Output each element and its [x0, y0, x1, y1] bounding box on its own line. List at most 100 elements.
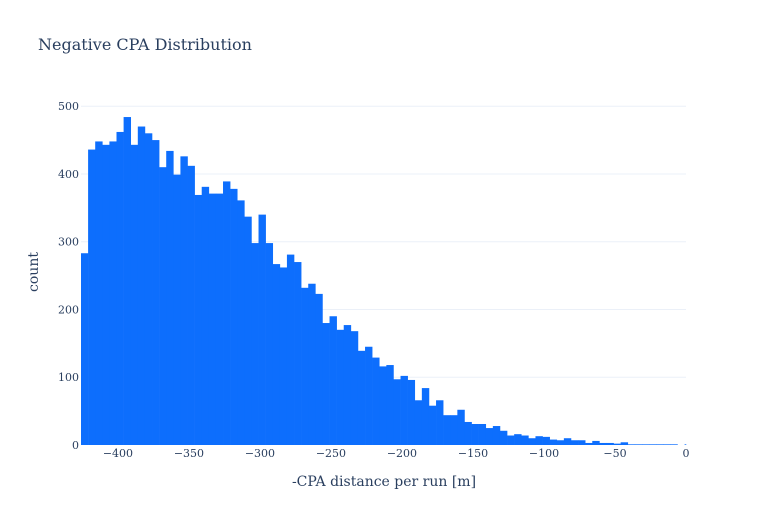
histogram-bar[interactable]	[400, 375, 408, 445]
histogram-bar[interactable]	[670, 444, 678, 445]
histogram-bar[interactable]	[563, 438, 572, 445]
histogram-bar[interactable]	[123, 117, 132, 446]
y-tick-label: 200	[58, 303, 79, 316]
histogram-bar[interactable]	[357, 350, 366, 445]
histogram-bar[interactable]	[492, 426, 501, 445]
histogram-bar[interactable]	[144, 133, 153, 445]
histogram-bar[interactable]	[308, 283, 316, 445]
histogram-bar[interactable]	[592, 440, 600, 445]
histogram-bar[interactable]	[336, 329, 345, 445]
histogram-bar[interactable]	[443, 415, 451, 445]
histogram-bar[interactable]	[393, 379, 401, 445]
x-tick-label: −400	[103, 447, 133, 460]
histogram-bar[interactable]	[663, 444, 671, 445]
histogram-bar[interactable]	[102, 144, 110, 446]
histogram-bar[interactable]	[350, 331, 359, 445]
histogram-bar[interactable]	[294, 262, 302, 445]
histogram-bar[interactable]	[322, 323, 330, 445]
histogram-bar[interactable]	[436, 400, 444, 445]
histogram-bar[interactable]	[315, 293, 323, 445]
histogram-bar[interactable]	[634, 444, 643, 445]
histogram-bar[interactable]	[556, 440, 565, 445]
histogram-bar[interactable]	[152, 140, 160, 445]
histogram-bar[interactable]	[499, 430, 508, 445]
histogram-bar[interactable]	[372, 357, 380, 445]
histogram-bar[interactable]	[570, 440, 579, 445]
histogram-bar[interactable]	[265, 243, 274, 445]
histogram-bar[interactable]	[656, 444, 664, 445]
y-tick-label: 300	[58, 236, 79, 249]
histogram-bar[interactable]	[542, 436, 550, 445]
histogram-bar[interactable]	[478, 423, 487, 445]
histogram-bar[interactable]	[230, 188, 238, 446]
histogram-bar[interactable]	[279, 267, 288, 445]
histogram-bar[interactable]	[521, 435, 529, 445]
histogram-bar[interactable]	[223, 181, 231, 445]
histogram-bar[interactable]	[180, 156, 188, 445]
histogram-bar[interactable]	[485, 428, 494, 445]
histogram-bar[interactable]	[237, 200, 245, 445]
histogram-bar[interactable]	[173, 174, 181, 445]
histogram-bar[interactable]	[81, 253, 89, 445]
histogram-bar[interactable]	[88, 149, 96, 445]
histogram-bar[interactable]	[514, 434, 522, 445]
y-tick-label: 400	[58, 168, 79, 181]
histogram-bar[interactable]	[194, 194, 203, 445]
histogram-bar[interactable]	[450, 415, 458, 445]
histogram-bar[interactable]	[457, 409, 465, 445]
y-tick-label: 100	[58, 371, 79, 384]
histogram-bar[interactable]	[599, 442, 607, 445]
histogram-bar[interactable]	[649, 444, 657, 445]
y-axis-title: count	[26, 252, 42, 292]
histogram-bar[interactable]	[414, 400, 423, 445]
histogram-bar[interactable]	[301, 287, 309, 445]
histogram-bar[interactable]	[251, 243, 259, 445]
y-tick-label: 0	[72, 439, 79, 452]
histogram-bar[interactable]	[272, 264, 281, 445]
histogram-bar[interactable]	[137, 126, 146, 445]
x-tick-label: −200	[387, 447, 417, 460]
histogram-bar[interactable]	[684, 444, 687, 445]
histogram-bar[interactable]	[159, 167, 167, 445]
histogram-bar[interactable]	[428, 405, 437, 445]
x-tick-label: −150	[458, 447, 488, 460]
histogram-bar[interactable]	[585, 442, 593, 445]
histogram-bar[interactable]	[95, 141, 103, 446]
histogram-bar[interactable]	[187, 165, 195, 445]
histogram-bar[interactable]	[116, 131, 124, 446]
histogram-bar[interactable]	[258, 214, 266, 445]
histogram-bar[interactable]	[343, 325, 352, 445]
chart-title: Negative CPA Distribution	[38, 35, 252, 54]
histogram-bar[interactable]	[464, 421, 472, 445]
histogram-bar[interactable]	[535, 436, 543, 445]
histogram-bar[interactable]	[329, 316, 337, 445]
histogram-bar[interactable]	[613, 443, 621, 445]
histogram-bar[interactable]	[208, 193, 217, 445]
histogram-bar[interactable]	[379, 366, 387, 445]
x-tick-label: −250	[316, 447, 346, 460]
histogram-bar[interactable]	[471, 423, 479, 445]
histogram-bar[interactable]	[244, 216, 252, 445]
histogram-bar[interactable]	[201, 186, 210, 445]
histogram-bar[interactable]	[620, 442, 629, 445]
histogram-bar[interactable]	[215, 193, 224, 445]
histogram-bar[interactable]	[109, 141, 117, 446]
histogram-bar[interactable]	[549, 439, 558, 445]
histogram-bar[interactable]	[286, 254, 295, 445]
x-tick-label: 0	[683, 447, 690, 460]
histogram-bar[interactable]	[641, 444, 650, 445]
histogram-bar[interactable]	[528, 438, 536, 445]
x-tick-label: −350	[174, 447, 204, 460]
histogram-bar[interactable]	[507, 435, 515, 445]
x-tick-label: −300	[245, 447, 275, 460]
histogram-bar[interactable]	[627, 444, 636, 445]
histogram-bar[interactable]	[166, 150, 174, 445]
histogram-bar[interactable]	[130, 144, 139, 446]
histogram-bar[interactable]	[407, 379, 416, 445]
histogram-bar[interactable]	[421, 388, 430, 445]
histogram-bar[interactable]	[606, 442, 614, 445]
x-tick-label: −50	[603, 447, 626, 460]
histogram-bar[interactable]	[386, 365, 394, 445]
histogram-bar[interactable]	[578, 440, 586, 445]
histogram-bar[interactable]	[365, 346, 373, 445]
